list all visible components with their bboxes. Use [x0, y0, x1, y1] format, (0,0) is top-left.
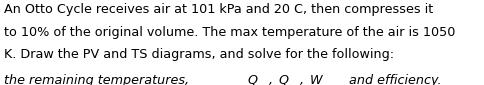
Text: the remaining temperatures,: the remaining temperatures,: [4, 74, 193, 85]
Text: Q: Q: [248, 74, 258, 85]
Text: Q: Q: [279, 74, 289, 85]
Text: K. Draw the PV and TS diagrams, and solve for the following:: K. Draw the PV and TS diagrams, and solv…: [4, 48, 394, 61]
Text: An Otto Cycle receives air at 101 kPa and 20 C, then compresses it: An Otto Cycle receives air at 101 kPa an…: [4, 3, 433, 16]
Text: ,: ,: [269, 74, 276, 85]
Text: and efficiency.: and efficiency.: [346, 74, 442, 85]
Text: ,: ,: [300, 74, 308, 85]
Text: to 10% of the original volume. The max temperature of the air is 1050: to 10% of the original volume. The max t…: [4, 26, 455, 39]
Text: W: W: [310, 74, 323, 85]
